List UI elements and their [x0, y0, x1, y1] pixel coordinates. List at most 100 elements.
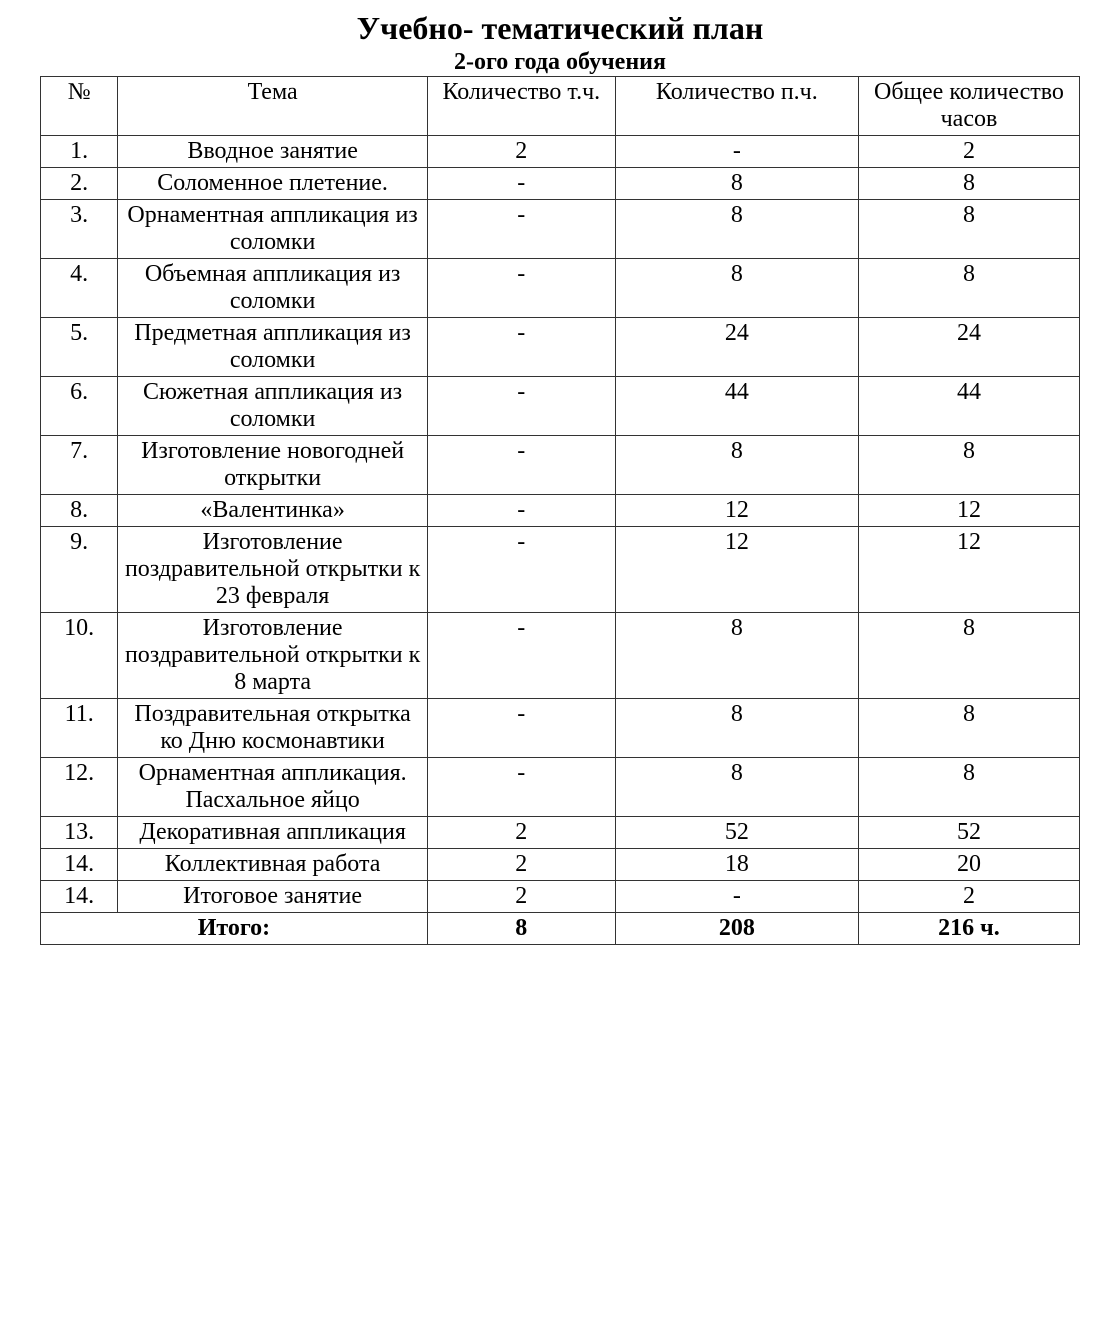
table-row: 7. Изготовление новогодней открытки - 8 … [41, 436, 1080, 495]
cell-num: 3. [41, 200, 118, 259]
cell-total: 52 [858, 817, 1079, 849]
cell-total: 8 [858, 699, 1079, 758]
cell-num: 14. [41, 849, 118, 881]
table-row: 14. Коллективная работа 2 18 20 [41, 849, 1080, 881]
header-topic: Тема [118, 77, 427, 136]
table-row: 13. Декоративная аппликация 2 52 52 [41, 817, 1080, 849]
cell-num: 8. [41, 495, 118, 527]
cell-topic: Сюжетная аппликация из соломки [118, 377, 427, 436]
cell-pch: - [615, 881, 858, 913]
cell-total: 2 [858, 881, 1079, 913]
cell-total: 24 [858, 318, 1079, 377]
cell-num: 9. [41, 527, 118, 613]
cell-pch: 8 [615, 436, 858, 495]
cell-pch: 24 [615, 318, 858, 377]
cell-tch: 2 [427, 136, 615, 168]
cell-topic: Орнаментная аппликация. Пасхальное яйцо [118, 758, 427, 817]
total-total: 216 ч. [858, 913, 1079, 945]
cell-tch: 2 [427, 817, 615, 849]
cell-total: 8 [858, 200, 1079, 259]
table-row: 1. Вводное занятие 2 - 2 [41, 136, 1080, 168]
cell-tch: - [427, 168, 615, 200]
table-row: 8. «Валентинка» - 12 12 [41, 495, 1080, 527]
table-row: 2. Соломенное плетение. - 8 8 [41, 168, 1080, 200]
header-total: Общее количество часов [858, 77, 1079, 136]
table-body: 1. Вводное занятие 2 - 2 2. Соломенное п… [41, 136, 1080, 945]
total-label: Итого: [41, 913, 428, 945]
cell-topic: Орнаментная аппликация из соломки [118, 200, 427, 259]
cell-pch: - [615, 136, 858, 168]
table-row: 4. Объемная аппликация из соломки - 8 8 [41, 259, 1080, 318]
cell-total: 2 [858, 136, 1079, 168]
cell-num: 12. [41, 758, 118, 817]
cell-tch: - [427, 758, 615, 817]
cell-tch: - [427, 200, 615, 259]
cell-pch: 8 [615, 168, 858, 200]
cell-topic: Объемная аппликация из соломки [118, 259, 427, 318]
cell-pch: 8 [615, 259, 858, 318]
cell-topic: Декоративная аппликация [118, 817, 427, 849]
cell-tch: 2 [427, 881, 615, 913]
cell-pch: 12 [615, 495, 858, 527]
cell-topic: Изготовление поздравительной открытки к … [118, 613, 427, 699]
header-tch: Количество т.ч. [427, 77, 615, 136]
cell-pch: 44 [615, 377, 858, 436]
cell-pch: 8 [615, 758, 858, 817]
cell-tch: - [427, 495, 615, 527]
cell-num: 2. [41, 168, 118, 200]
document-title: Учебно- тематический план [40, 10, 1080, 47]
table-row: 5. Предметная аппликация из соломки - 24… [41, 318, 1080, 377]
cell-topic: Вводное занятие [118, 136, 427, 168]
cell-tch: - [427, 699, 615, 758]
cell-num: 11. [41, 699, 118, 758]
cell-topic: Изготовление поздравительной открытки к … [118, 527, 427, 613]
table-row: 11. Поздравительная открытка ко Дню косм… [41, 699, 1080, 758]
cell-pch: 8 [615, 200, 858, 259]
cell-num: 10. [41, 613, 118, 699]
cell-num: 7. [41, 436, 118, 495]
table-row: 3. Орнаментная аппликация из соломки - 8… [41, 200, 1080, 259]
total-pch: 208 [615, 913, 858, 945]
cell-num: 6. [41, 377, 118, 436]
cell-tch: - [427, 318, 615, 377]
table-row: 6. Сюжетная аппликация из соломки - 44 4… [41, 377, 1080, 436]
cell-total: 12 [858, 495, 1079, 527]
cell-tch: - [427, 527, 615, 613]
table-row: 14. Итоговое занятие 2 - 2 [41, 881, 1080, 913]
cell-tch: - [427, 377, 615, 436]
table-row: 12. Орнаментная аппликация. Пасхальное я… [41, 758, 1080, 817]
curriculum-table: № Тема Количество т.ч. Количество п.ч. О… [40, 76, 1080, 945]
table-header-row: № Тема Количество т.ч. Количество п.ч. О… [41, 77, 1080, 136]
cell-topic: Итоговое занятие [118, 881, 427, 913]
document-subtitle: 2-ого года обучения [40, 49, 1080, 76]
cell-pch: 12 [615, 527, 858, 613]
cell-total: 8 [858, 758, 1079, 817]
cell-pch: 18 [615, 849, 858, 881]
header-num: № [41, 77, 118, 136]
table-row: 10. Изготовление поздравительной открытк… [41, 613, 1080, 699]
cell-tch: - [427, 436, 615, 495]
cell-pch: 52 [615, 817, 858, 849]
cell-num: 13. [41, 817, 118, 849]
cell-topic: Соломенное плетение. [118, 168, 427, 200]
table-row: 9. Изготовление поздравительной открытки… [41, 527, 1080, 613]
cell-topic: Коллективная работа [118, 849, 427, 881]
cell-tch: - [427, 613, 615, 699]
cell-num: 4. [41, 259, 118, 318]
cell-total: 8 [858, 613, 1079, 699]
cell-total: 12 [858, 527, 1079, 613]
cell-total: 44 [858, 377, 1079, 436]
cell-num: 5. [41, 318, 118, 377]
total-tch: 8 [427, 913, 615, 945]
cell-topic: Изготовление новогодней открытки [118, 436, 427, 495]
cell-total: 8 [858, 259, 1079, 318]
cell-pch: 8 [615, 613, 858, 699]
cell-tch: - [427, 259, 615, 318]
table-total-row: Итого: 8 208 216 ч. [41, 913, 1080, 945]
cell-total: 8 [858, 436, 1079, 495]
cell-num: 14. [41, 881, 118, 913]
cell-pch: 8 [615, 699, 858, 758]
cell-tch: 2 [427, 849, 615, 881]
header-pch: Количество п.ч. [615, 77, 858, 136]
cell-topic: Поздравительная открытка ко Дню космонав… [118, 699, 427, 758]
